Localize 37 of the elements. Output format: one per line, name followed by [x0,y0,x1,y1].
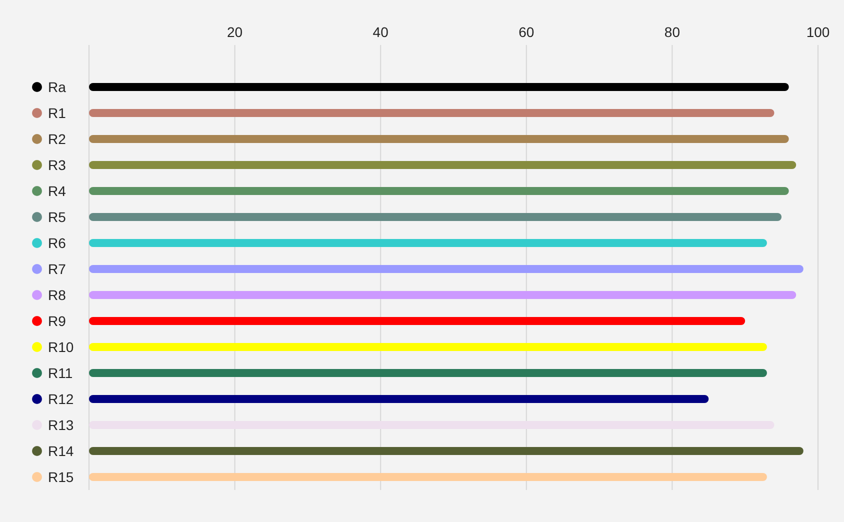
y-tick-label: R7 [48,261,66,277]
y-tick-label: R10 [48,339,74,355]
bar [89,239,767,247]
y-tick-label: R5 [48,209,66,225]
bar [89,135,789,143]
bar [89,109,774,117]
y-tick-label: R6 [48,235,66,251]
bar [89,369,767,377]
bar [89,213,782,221]
y-tick-label: R4 [48,183,66,199]
y-tick-label: R15 [48,469,74,485]
bar [89,421,774,429]
bar [89,473,767,481]
bar [89,83,789,91]
y-tick-label: Ra [48,79,66,95]
x-tick-label: 100 [806,24,830,40]
bar [89,291,796,299]
y-tick-label: R1 [48,105,66,121]
bar [89,343,767,351]
y-tick-label: R9 [48,313,66,329]
bar [89,317,746,325]
bar [89,161,796,169]
x-tick-label: 80 [664,24,680,40]
y-tick-label: R8 [48,287,66,303]
y-tick-label: R14 [48,443,74,459]
bar [89,395,709,403]
bar [89,187,789,195]
x-tick-label: 60 [518,24,534,40]
x-tick-label: 40 [372,24,389,40]
y-tick-label: R3 [48,157,66,173]
x-tick-label: 20 [227,24,243,40]
y-tick-label: R12 [48,391,74,407]
y-tick-label: R11 [48,365,73,381]
y-tick-label: R13 [48,417,74,433]
bar [89,447,804,455]
bar [89,265,804,273]
y-tick-label: R2 [48,131,66,147]
